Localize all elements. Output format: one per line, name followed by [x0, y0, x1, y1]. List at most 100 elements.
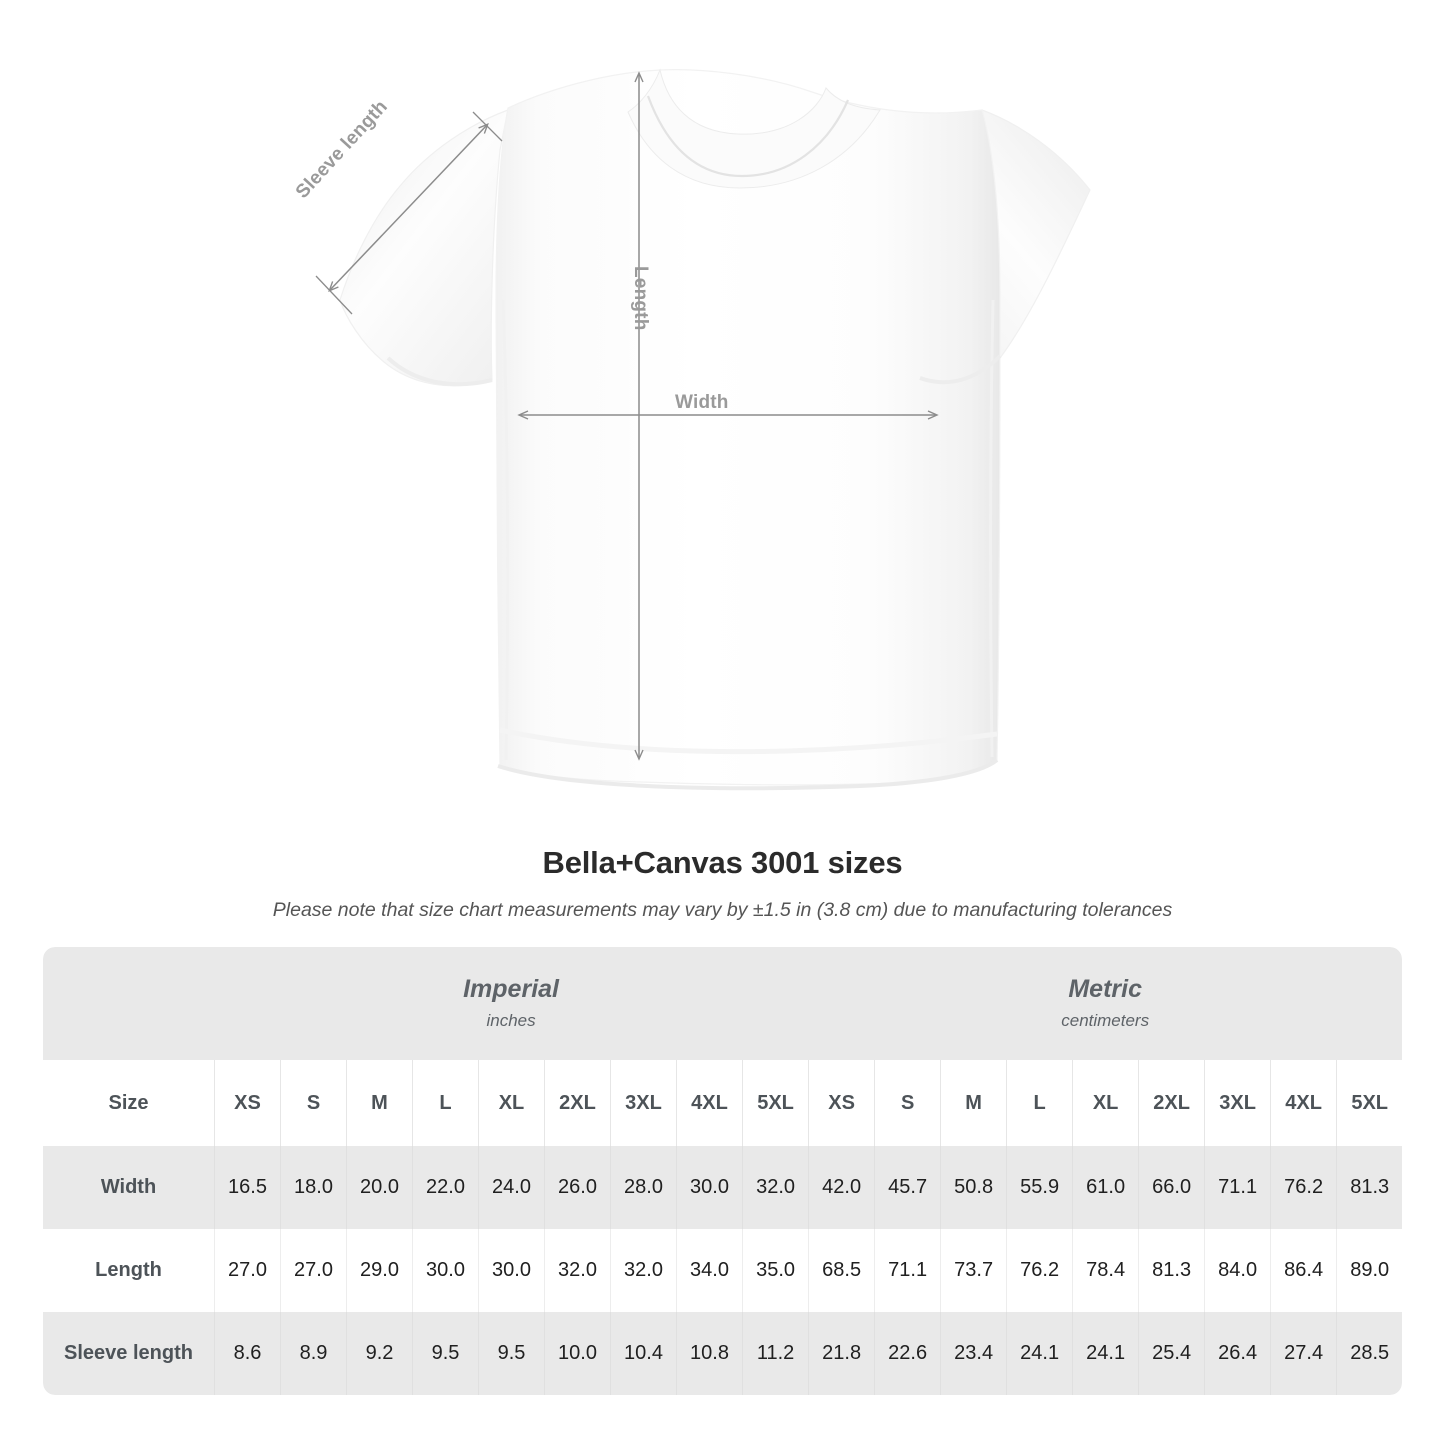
- measurement-cell: 30.0: [676, 1146, 742, 1229]
- unit-group-metric: Metric centimeters: [808, 947, 1403, 1060]
- measurement-cell: 22.6: [874, 1312, 941, 1395]
- size-chart-heading: Bella+Canvas 3001 sizes Please note that…: [0, 845, 1445, 922]
- measurement-cell: 89.0: [1336, 1229, 1403, 1312]
- measurement-cell: 26.4: [1204, 1312, 1271, 1395]
- measurement-cell: 28.5: [1336, 1312, 1403, 1395]
- size-column-header: 2XL: [1138, 1060, 1205, 1146]
- measurement-cell: 24.0: [478, 1146, 544, 1229]
- hem-shadow: [497, 758, 999, 791]
- size-chart-table: Imperial inches Metric centimeters Size XS S M L…: [43, 947, 1403, 1395]
- measurement-cell: 27.4: [1270, 1312, 1337, 1395]
- size-column-header: L: [1006, 1060, 1073, 1146]
- measurement-cell: 50.8: [940, 1146, 1007, 1229]
- measurement-cell: 23.4: [940, 1312, 1007, 1395]
- measurement-row-label: Length: [43, 1229, 214, 1312]
- size-header-row: Size XS S M L XL 2XL 3XL 4XL 5XL XS S M L XL 2XL 3XL 4XL 5…: [43, 1060, 1403, 1146]
- table-row: Width 16.5 18.0 20.0 22.0 24.0 26.0 28.0 30.0 32.…: [43, 1146, 1403, 1229]
- measurement-cell: 30.0: [478, 1229, 544, 1312]
- size-column-header: XS: [808, 1060, 875, 1146]
- measurement-cell: 55.9: [1006, 1146, 1073, 1229]
- measurement-row-label: Width: [43, 1146, 214, 1229]
- measurement-cell: 28.0: [610, 1146, 676, 1229]
- measurement-cell: 24.1: [1072, 1312, 1139, 1395]
- measurement-cell: 34.0: [676, 1229, 742, 1312]
- unit-row-spacer: [43, 947, 214, 1060]
- measurement-cell: 11.2: [742, 1312, 809, 1395]
- right-cuff: [919, 354, 1002, 385]
- size-column-header: S: [280, 1060, 346, 1146]
- tshirt-measurement-diagram: Sleeve length Length Width: [292, 68, 1091, 791]
- tshirt-body-shape: [339, 68, 1091, 791]
- size-column-header: L: [412, 1060, 478, 1146]
- unit-group-name: Imperial: [463, 975, 559, 1004]
- size-chart-table-container: Imperial inches Metric centimeters Size XS S M L…: [43, 947, 1403, 1395]
- measurement-cell: 16.5: [214, 1146, 280, 1229]
- measurement-cell: 68.5: [808, 1229, 875, 1312]
- measurement-cell: 81.3: [1336, 1146, 1403, 1229]
- measurement-cell: 29.0: [346, 1229, 412, 1312]
- measurement-cell: 27.0: [280, 1229, 346, 1312]
- measurement-cell: 45.7: [874, 1146, 941, 1229]
- size-column-header: M: [940, 1060, 1007, 1146]
- fold-right: [989, 299, 995, 758]
- measurement-cell: 86.4: [1270, 1229, 1337, 1312]
- unit-group-imperial: Imperial inches: [214, 947, 809, 1060]
- collar-ribbing: [646, 95, 850, 178]
- measurement-cell: 10.0: [544, 1312, 610, 1395]
- measurement-cell: 61.0: [1072, 1146, 1139, 1229]
- length-label: Length: [630, 266, 651, 331]
- size-column-header: XL: [478, 1060, 544, 1146]
- measurement-cell: 9.2: [346, 1312, 412, 1395]
- tshirt-torso: [495, 69, 1001, 786]
- size-column-header: 2XL: [544, 1060, 610, 1146]
- unit-system-header-row: Imperial inches Metric centimeters: [43, 947, 1403, 1060]
- measurement-cell: 32.0: [610, 1229, 676, 1312]
- size-column-header: 4XL: [676, 1060, 742, 1146]
- size-column-header: 4XL: [1270, 1060, 1337, 1146]
- measurement-cell: 35.0: [742, 1229, 809, 1312]
- measurement-cell: 8.6: [214, 1312, 280, 1395]
- size-column-header: 3XL: [1204, 1060, 1271, 1146]
- measurement-cell: 9.5: [412, 1312, 478, 1395]
- measurement-cell: 78.4: [1072, 1229, 1139, 1312]
- tshirt-illustration-svg: [315, 68, 1091, 791]
- size-column-header: XS: [214, 1060, 280, 1146]
- sleeve-length-arrow: [328, 123, 489, 292]
- size-corner-header: Size: [43, 1060, 214, 1146]
- measurement-cell: 71.1: [874, 1229, 941, 1312]
- left-sleeve: [339, 109, 509, 387]
- measurement-cell: 81.3: [1138, 1229, 1205, 1312]
- measurement-cell: 25.4: [1138, 1312, 1205, 1395]
- tolerance-note: Please note that size chart measurements…: [272, 899, 1173, 921]
- measurement-cell: 10.8: [676, 1312, 742, 1395]
- size-column-header: 5XL: [742, 1060, 809, 1146]
- table-row: Sleeve length 8.6 8.9 9.2 9.5 9.5 10.0 10.4 10.8…: [43, 1312, 1403, 1395]
- measurement-cell: 71.1: [1204, 1146, 1271, 1229]
- measurement-cell: 76.2: [1006, 1229, 1073, 1312]
- measurement-cell: 30.0: [412, 1229, 478, 1312]
- unit-group-subtitle: inches: [486, 1010, 536, 1030]
- measurement-cell: 9.5: [478, 1312, 544, 1395]
- unit-group-name: Metric: [1068, 975, 1142, 1004]
- measurement-cell: 21.8: [808, 1312, 875, 1395]
- page-title: Bella+Canvas 3001 sizes: [542, 845, 903, 880]
- table-row: Length 27.0 27.0 29.0 30.0 30.0 32.0 32.0 34.0 35…: [43, 1229, 1403, 1312]
- measurement-cell: 24.1: [1006, 1312, 1073, 1395]
- measurement-arrows: [315, 71, 939, 761]
- measurement-cell: 8.9: [280, 1312, 346, 1395]
- unit-group-subtitle: centimeters: [1061, 1010, 1150, 1030]
- left-cuff: [386, 356, 493, 387]
- size-column-header: 5XL: [1336, 1060, 1403, 1146]
- measurement-cell: 32.0: [742, 1146, 809, 1229]
- measurement-cell: 32.0: [544, 1229, 610, 1312]
- measurement-cell: 27.0: [214, 1229, 280, 1312]
- hem-line: [499, 727, 998, 755]
- measurement-cell: 84.0: [1204, 1229, 1271, 1312]
- measurement-cell: 76.2: [1270, 1146, 1337, 1229]
- measurement-cell: 18.0: [280, 1146, 346, 1229]
- measurement-row-label: Sleeve length: [43, 1312, 214, 1395]
- measurement-cell: 73.7: [940, 1229, 1007, 1312]
- measurement-cell: 10.4: [610, 1312, 676, 1395]
- sleeve-tick-top: [472, 111, 503, 142]
- measurement-cell: 22.0: [412, 1146, 478, 1229]
